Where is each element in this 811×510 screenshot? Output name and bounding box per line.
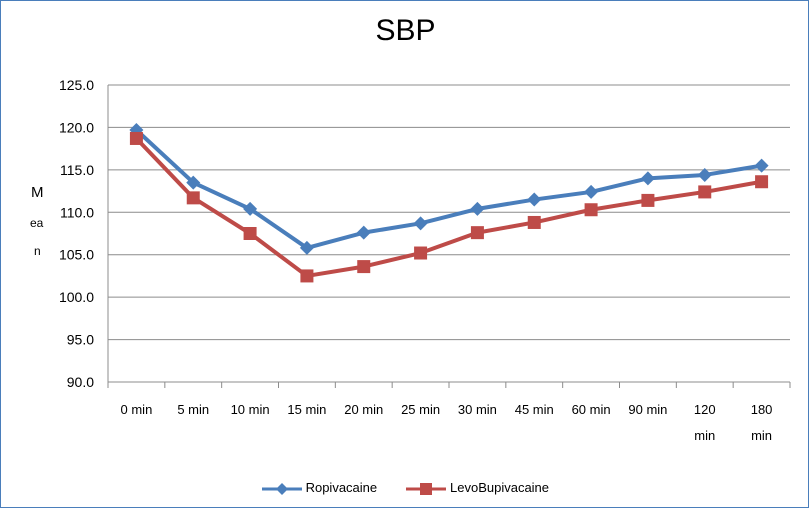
legend-marker-ropivacaine	[261, 482, 302, 495]
x-tick-label: 45 min	[515, 402, 554, 417]
y-tick-label: 110.0	[60, 204, 94, 220]
data-point-levobupivacaine	[641, 193, 655, 207]
data-point-ropivacaine	[754, 158, 769, 173]
data-point-levobupivacaine	[357, 260, 371, 274]
data-point-levobupivacaine	[755, 175, 769, 189]
y-tick-label: 125.0	[59, 77, 94, 93]
data-point-levobupivacaine	[414, 246, 428, 260]
data-point-ropivacaine	[584, 184, 599, 199]
series-line-levobupivacaine	[134, 137, 762, 278]
data-point-ropivacaine	[640, 171, 655, 186]
x-tick-label: 20 min	[344, 402, 383, 417]
y-axis-label-part: M	[31, 184, 44, 201]
data-point-levobupivacaine	[300, 269, 314, 283]
x-tick-label: 120	[694, 402, 716, 417]
x-tick-label: 15 min	[287, 402, 326, 417]
data-point-ropivacaine	[356, 225, 371, 240]
data-point-levobupivacaine	[584, 203, 598, 217]
data-point-ropivacaine	[186, 175, 201, 190]
data-point-levobupivacaine	[470, 226, 484, 240]
y-tick-label: 105.0	[59, 247, 94, 263]
chart-title: SBP	[375, 14, 436, 47]
data-point-levobupivacaine	[186, 191, 200, 205]
data-point-ropivacaine	[243, 201, 258, 216]
data-point-ropivacaine	[527, 192, 542, 207]
x-tick-label: min	[751, 428, 772, 443]
data-point-ropivacaine	[299, 240, 314, 255]
x-tick-label: 10 min	[231, 402, 270, 417]
legend: Ropivacaine LevoBupivacaine	[0, 480, 811, 496]
y-tick-label: 120.0	[59, 119, 94, 135]
x-tick-label: 0 min	[121, 402, 153, 417]
x-tick-label: 30 min	[458, 402, 497, 417]
legend-label-ropivacaine: Ropivacaine	[305, 480, 378, 495]
legend-label-levobupivacaine: LevoBupivacaine	[450, 480, 550, 495]
y-tick-label: 100.0	[59, 289, 94, 305]
x-tick-label: min	[694, 428, 715, 443]
x-tick-label: 5 min	[177, 402, 209, 417]
y-axis-label-part: n	[34, 244, 41, 258]
y-tick-label: 90.0	[67, 374, 94, 390]
data-point-levobupivacaine	[698, 185, 712, 199]
legend-marker-levobupivacaine	[406, 482, 447, 495]
x-tick-label: 180	[751, 402, 773, 417]
x-tick-label: 60 min	[572, 402, 611, 417]
data-point-ropivacaine	[413, 216, 428, 231]
series-line-ropivacaine	[135, 128, 762, 250]
x-tick-label: 90 min	[628, 402, 667, 417]
data-point-ropivacaine	[470, 201, 485, 216]
data-point-levobupivacaine	[243, 227, 257, 240]
x-tick-label: 25 min	[401, 402, 440, 417]
y-tick-label: 115.0	[60, 162, 94, 178]
data-point-ropivacaine	[697, 167, 712, 182]
y-tick-label: 95.0	[67, 332, 94, 348]
data-point-levobupivacaine	[527, 215, 541, 229]
data-point-levobupivacaine	[129, 131, 143, 145]
y-axis-label-part: ea	[30, 216, 44, 230]
